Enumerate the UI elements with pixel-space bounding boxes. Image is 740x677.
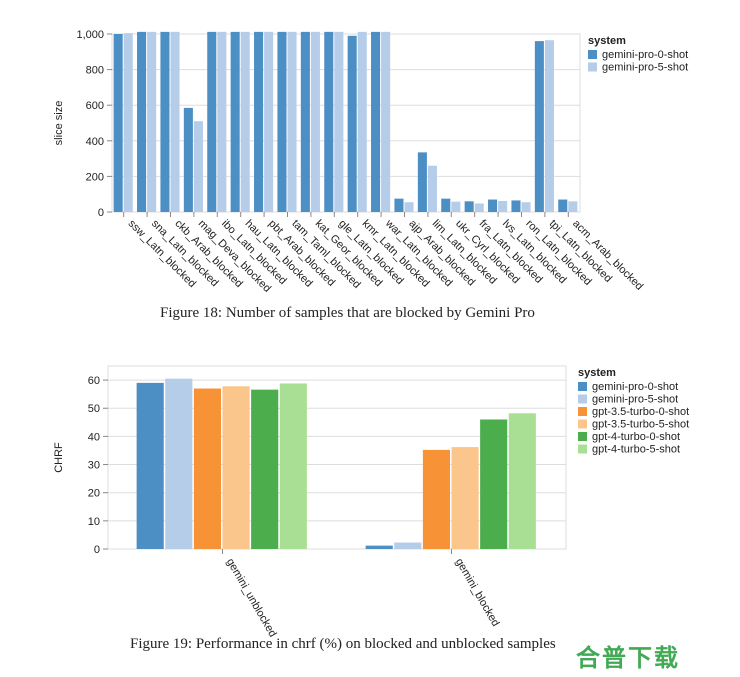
bar [371,31,381,213]
y-axis-title: CHRF [53,442,65,473]
bar [404,202,414,212]
legend-swatch [578,407,587,416]
bar [264,31,274,213]
bar [347,35,357,212]
bar [357,31,367,213]
watermark-logo: 合普下载 [576,644,680,672]
bar [170,31,180,213]
bar [464,201,474,212]
legend-label: gpt-4-turbo-5-shot [592,444,680,456]
legend-title: system [588,35,626,47]
legend-swatch [588,50,597,59]
y-tick-label: 400 [86,136,104,148]
bar [165,378,193,549]
y-tick-label: 800 [86,65,104,77]
y-tick-label: 0 [94,544,100,556]
bar [568,201,578,212]
legend-label: gemini-pro-0-shot [592,381,678,393]
bar [279,383,307,549]
bar [417,152,427,212]
legend-swatch [578,419,587,429]
bar [217,31,227,213]
y-tick-label: 50 [88,403,100,415]
bar [441,198,451,212]
y-tick-label: 20 [88,488,100,500]
legend-label: gemini-pro-0-shot [602,49,688,61]
y-axis-title: slice size [53,101,65,146]
y-tick-label: 600 [86,100,104,112]
bar [451,447,479,549]
bar [508,413,536,549]
bar [193,121,203,212]
figure-18-caption: Figure 18: Number of samples that are bl… [160,305,535,321]
bar [183,107,193,212]
bar [334,31,344,213]
x-tick-label: gemini_blocked [453,557,502,629]
bar [310,31,320,213]
legend-label: gpt-3.5-turbo-0-shot [592,406,689,418]
y-tick-label: 0 [98,207,104,219]
bar [480,419,508,549]
bar [511,200,521,212]
bar [381,31,391,213]
bar [113,34,123,212]
bar [488,199,498,212]
y-tick-label: 40 [88,431,100,443]
bar [365,545,393,549]
legend-label: gemini-pro-5-shot [602,62,688,74]
bar [427,165,437,212]
bar [230,31,240,213]
bar [474,203,484,212]
bar [534,41,544,213]
y-tick-label: 1,000 [76,29,104,41]
bar [324,31,334,213]
legend-swatch [578,382,587,391]
legend-label: gemini-pro-5-shot [592,394,678,406]
x-tick-label: gemini_unblocked [224,557,279,640]
bar [300,31,310,213]
bar [222,386,250,549]
bar [394,542,422,549]
bar [240,31,250,213]
bar [422,449,450,549]
bar [254,31,264,213]
bar [498,200,508,212]
y-tick-label: 10 [88,516,100,528]
bar [558,199,568,212]
y-tick-label: 200 [86,171,104,183]
bar [521,202,531,212]
bar [193,388,221,549]
bar [207,31,217,213]
legend-label: gpt-3.5-turbo-5-shot [592,419,689,431]
legend-label: gpt-4-turbo-0-shot [592,431,680,443]
legend-title: system [578,367,616,379]
bar [123,33,133,212]
bar [287,31,297,213]
bar [160,31,170,213]
bar [136,382,164,549]
bar [147,31,157,213]
bar [394,198,404,212]
legend-swatch [578,394,587,404]
figure-19-caption: Figure 19: Performance in chrf (%) on bl… [130,636,556,652]
legend-swatch [578,444,587,454]
legend-swatch [588,62,597,72]
bar [451,201,461,212]
bar [137,31,147,213]
bar [544,40,554,213]
y-tick-label: 60 [88,375,100,387]
bar [277,31,287,213]
y-tick-label: 30 [88,460,100,472]
bar [251,389,279,549]
legend-swatch [578,432,587,441]
